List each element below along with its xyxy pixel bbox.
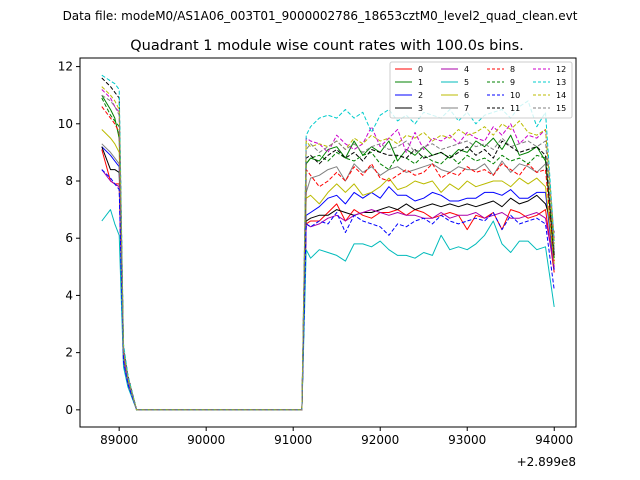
legend-label-9: 9 [510, 78, 515, 87]
x-tick-label: 94000 [535, 433, 573, 447]
series-line-13 [101, 74, 555, 411]
x-tick-label: 89000 [100, 433, 138, 447]
legend-label-4: 4 [464, 65, 469, 74]
legend-label-0: 0 [418, 65, 423, 74]
series-line-15 [101, 94, 555, 411]
x-tick-label: 91000 [274, 433, 312, 447]
legend-label-7: 7 [464, 104, 469, 113]
chart-title: Quadrant 1 module wise count rates with … [130, 38, 524, 54]
series-line-2 [101, 146, 555, 411]
legend-label-2: 2 [418, 91, 423, 100]
legend-label-10: 10 [510, 91, 520, 100]
series-line-10 [101, 169, 555, 411]
y-tick-label: 4 [65, 288, 73, 302]
legend-label-13: 13 [556, 78, 566, 87]
series-line-8 [101, 106, 555, 411]
series-line-3 [101, 146, 555, 411]
legend-label-14: 14 [556, 91, 566, 100]
legend-label-3: 3 [418, 104, 423, 113]
legend-label-15: 15 [556, 104, 566, 113]
plot-area-frame [79, 57, 577, 428]
legend-label-5: 5 [464, 78, 469, 87]
legend-label-6: 6 [464, 91, 469, 100]
legend-label-8: 8 [510, 65, 515, 74]
chart-suptitle: Data file: modeM0/AS1A06_003T01_90000027… [63, 9, 578, 23]
legend-label-1: 1 [418, 78, 423, 87]
series-lines [101, 74, 555, 411]
series-line-12 [101, 89, 555, 411]
x-tick-label: 90000 [187, 433, 225, 447]
series-line-14 [101, 86, 555, 411]
y-tick-label: 10 [58, 117, 73, 131]
y-tick-label: 8 [65, 174, 73, 188]
series-line-6 [101, 129, 555, 411]
legend-label-12: 12 [556, 65, 566, 74]
y-tick-label: 2 [65, 346, 73, 360]
legend-label-11: 11 [510, 104, 520, 113]
x-offset-label: +2.899e8 [517, 455, 576, 469]
series-line-9 [101, 97, 555, 411]
y-tick-label: 0 [65, 403, 73, 417]
series-line-4 [101, 169, 555, 411]
x-tick-label: 92000 [361, 433, 399, 447]
series-line-0 [101, 149, 555, 411]
legend-box [389, 61, 573, 119]
y-tick-label: 12 [58, 60, 73, 74]
y-tick-label: 6 [65, 231, 73, 245]
series-line-5 [101, 209, 555, 411]
x-tick-label: 93000 [448, 433, 486, 447]
